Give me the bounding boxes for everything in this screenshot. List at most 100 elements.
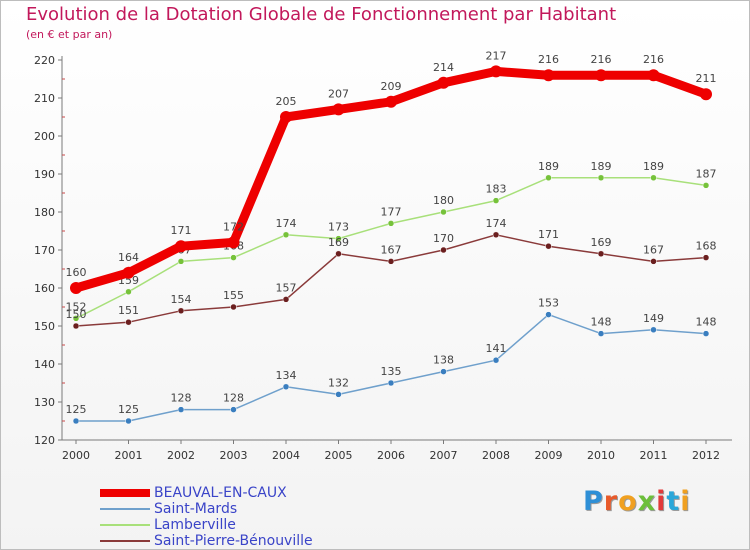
data-point xyxy=(545,242,552,250)
data-label: 216 xyxy=(591,53,612,66)
data-label: 214 xyxy=(433,61,454,74)
data-label: 135 xyxy=(381,365,402,378)
legend-swatch xyxy=(100,540,150,542)
data-point xyxy=(437,76,450,89)
data-label: 183 xyxy=(486,183,507,196)
data-point xyxy=(280,111,292,123)
data-label: 189 xyxy=(591,160,612,173)
data-label: 211 xyxy=(696,72,717,85)
data-point xyxy=(597,250,605,258)
x-tick-label: 2012 xyxy=(692,449,720,462)
data-label: 167 xyxy=(643,243,664,256)
y-tick-label: 140 xyxy=(34,358,55,371)
x-tick-label: 2009 xyxy=(535,449,563,462)
data-label: 177 xyxy=(381,205,402,218)
proxiti-logo: Proxiti xyxy=(583,486,691,517)
data-point xyxy=(492,197,500,204)
data-point xyxy=(647,69,660,82)
data-point xyxy=(72,315,80,322)
data-point xyxy=(335,235,342,242)
y-tick-label: 190 xyxy=(34,168,55,181)
x-tick-label: 2003 xyxy=(220,449,248,462)
data-point xyxy=(72,417,80,425)
data-label: 148 xyxy=(696,316,717,329)
data-point xyxy=(335,391,342,398)
legend-label: BEAUVAL-EN-CAUX xyxy=(154,485,287,501)
data-label: 154 xyxy=(171,293,192,306)
x-tick-label: 2008 xyxy=(482,449,510,462)
chart-title: Evolution de la Dotation Globale de Fonc… xyxy=(26,4,617,25)
data-point xyxy=(597,174,605,182)
data-label: 216 xyxy=(538,53,559,66)
data-label: 189 xyxy=(643,160,664,173)
data-point xyxy=(177,307,185,315)
data-point xyxy=(125,318,132,326)
data-point xyxy=(230,254,237,261)
data-label: 174 xyxy=(486,217,507,230)
data-label: 167 xyxy=(381,243,402,256)
data-label: 128 xyxy=(171,392,192,405)
data-point xyxy=(702,182,710,189)
y-tick-label: 160 xyxy=(34,282,55,295)
x-tick-label: 2010 xyxy=(587,449,615,462)
data-point xyxy=(650,258,657,265)
data-label: 160 xyxy=(66,266,87,279)
data-label: 125 xyxy=(66,403,87,416)
data-label: 169 xyxy=(591,236,612,249)
legend-swatch xyxy=(100,508,150,510)
data-label: 216 xyxy=(643,53,664,66)
data-label: 187 xyxy=(696,167,717,180)
data-label: 125 xyxy=(118,403,139,416)
data-point xyxy=(335,250,342,258)
data-point xyxy=(492,231,500,239)
data-point xyxy=(177,406,185,413)
data-label: 172 xyxy=(223,220,244,233)
data-label: 169 xyxy=(328,236,349,249)
data-point xyxy=(122,266,135,279)
y-tick-label: 200 xyxy=(34,130,55,143)
x-tick-label: 2002 xyxy=(167,449,195,462)
x-tick-label: 2005 xyxy=(325,449,353,462)
data-point xyxy=(227,236,240,249)
data-label: 173 xyxy=(328,221,349,234)
y-tick-label: 210 xyxy=(34,92,55,105)
x-tick-label: 2001 xyxy=(115,449,143,462)
data-point xyxy=(492,356,500,364)
legend-label: Saint-Pierre-Bénouville xyxy=(154,533,313,549)
data-label: 209 xyxy=(381,80,402,93)
data-point xyxy=(440,368,447,375)
data-point xyxy=(125,417,132,425)
y-tick-label: 120 xyxy=(34,434,55,447)
data-point xyxy=(490,65,502,78)
data-label: 174 xyxy=(276,217,297,230)
legend-item: BEAUVAL-EN-CAUX xyxy=(100,485,287,501)
data-point xyxy=(702,330,710,337)
data-label: 205 xyxy=(276,95,297,108)
data-point xyxy=(230,406,237,413)
data-point xyxy=(282,383,290,391)
data-point xyxy=(387,379,395,387)
data-point xyxy=(387,220,395,227)
data-point xyxy=(702,254,710,261)
data-label: 171 xyxy=(538,228,559,241)
data-point xyxy=(72,322,80,330)
data-label: 132 xyxy=(328,376,349,389)
data-label: 152 xyxy=(66,300,87,313)
data-point xyxy=(332,103,345,116)
data-point xyxy=(650,174,657,182)
x-tick-label: 2007 xyxy=(430,449,458,462)
data-point xyxy=(125,288,132,296)
data-label: 180 xyxy=(433,194,454,207)
legend-item: Saint-Mards xyxy=(100,501,237,517)
data-point xyxy=(700,88,712,101)
data-label: 138 xyxy=(433,354,454,367)
data-label: 189 xyxy=(538,160,559,173)
data-label: 151 xyxy=(118,304,139,317)
data-point xyxy=(282,296,290,303)
data-point xyxy=(545,174,552,182)
data-label: 170 xyxy=(433,232,454,245)
data-label: 149 xyxy=(643,312,664,325)
data-point xyxy=(595,69,607,82)
y-tick-label: 170 xyxy=(34,244,55,257)
